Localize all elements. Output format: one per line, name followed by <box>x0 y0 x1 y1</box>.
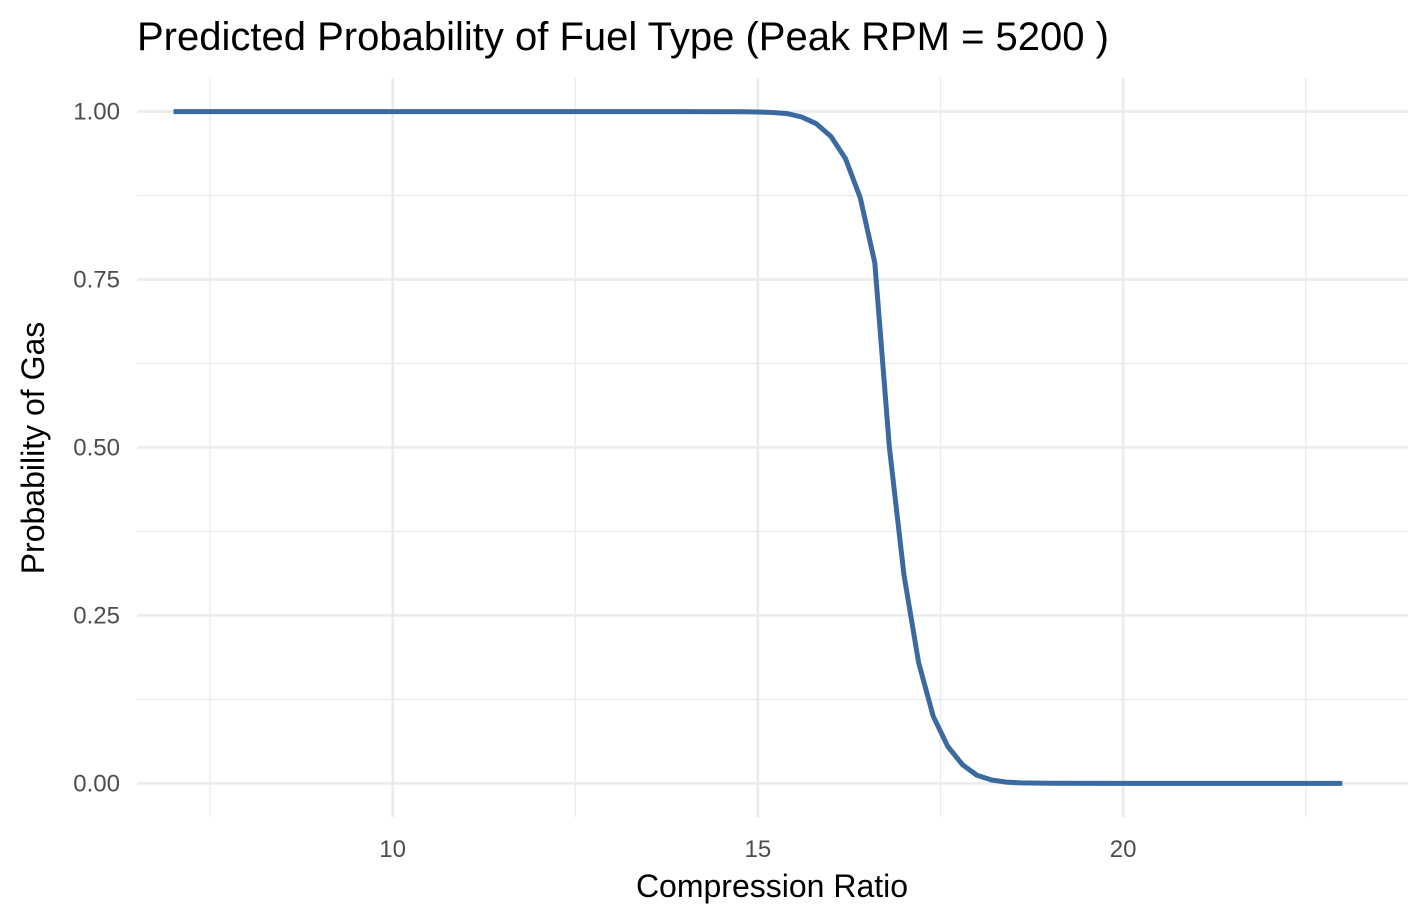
x-axis-title: Compression Ratio <box>636 868 908 904</box>
x-tick-label: 15 <box>745 836 772 863</box>
y-tick-label: 1.00 <box>73 99 120 126</box>
series-line <box>173 109 1343 786</box>
series-layer <box>173 109 1343 786</box>
y-tick-label: 0.25 <box>73 602 120 629</box>
y-axis-title: Probability of Gas <box>15 322 51 575</box>
grid-lines <box>137 78 1408 817</box>
y-tick-label: 0.50 <box>73 435 120 462</box>
x-axis-ticks: 10 15 20 <box>379 836 1136 863</box>
y-axis-ticks: 0.00 0.25 0.50 0.75 1.00 <box>73 99 120 798</box>
x-tick-label: 20 <box>1110 836 1137 863</box>
y-tick-label: 0.75 <box>73 267 120 294</box>
x-tick-label: 10 <box>379 836 406 863</box>
y-tick-label: 0.00 <box>73 770 120 797</box>
chart-title: Predicted Probability of Fuel Type (Peak… <box>137 15 1109 59</box>
